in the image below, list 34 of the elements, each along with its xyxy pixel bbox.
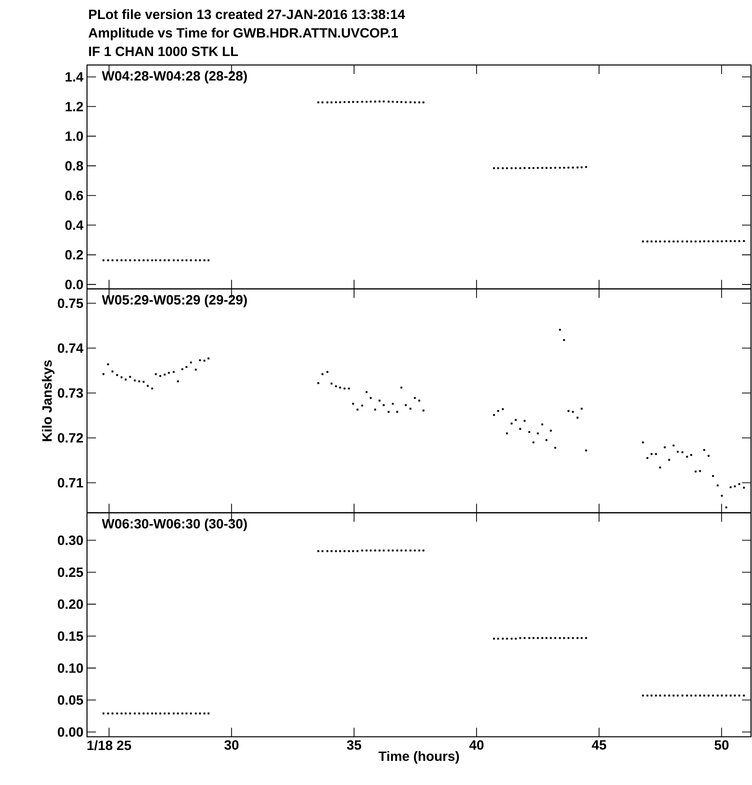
y-tick-label: 0.8 <box>65 161 84 171</box>
y-tick-label: 1.4 <box>66 72 84 82</box>
y-tick-label: 0.2 <box>65 250 83 260</box>
y-tick-label: 0.0 <box>65 280 83 290</box>
y-tick-label: 0.20 <box>58 599 83 609</box>
y-tick-label: 0.72 <box>58 433 83 443</box>
text: IF 1 CHAN 1000 STK LL <box>89 46 238 56</box>
y-tick-label: 0.10 <box>58 663 83 673</box>
y-tick-label: 0.71 <box>58 478 84 488</box>
x-tick-label: 30 <box>224 740 238 750</box>
y-tick-label: 1.0 <box>66 131 83 141</box>
y-tick-label: 1.2 <box>66 102 83 112</box>
y-tick-label: 0.00 <box>58 727 83 737</box>
y-tick-label: 0.30 <box>58 536 83 546</box>
annotation: W05:29-W05:29 (29-29) <box>102 294 247 308</box>
x-tick-label: 1/18 25 <box>87 740 132 750</box>
y-tick-label: 0.73 <box>58 388 83 398</box>
annotation: W04:28-W04:28 (28-28) <box>102 70 247 84</box>
chart-subtitle: Amplitude vs Time for GWB.HDR.ATTN.UVCOP.1 <box>88 28 398 40</box>
y-tick-label: 0.6 <box>65 190 83 200</box>
y-tick-label: 0.25 <box>58 567 84 577</box>
x-tick-label: 45 <box>592 740 606 750</box>
chart-title: PLot file version 13 created 27-JAN-2016 13:38:14 <box>89 9 406 20</box>
x-tick-label: 40 <box>469 740 484 750</box>
y-tick-label: 0.74 <box>58 343 84 353</box>
x-tick-label: 35 <box>346 740 362 750</box>
y-tick-label: 0.4 <box>65 220 84 230</box>
x-tick-label: 50 <box>714 740 729 750</box>
y-tick-label: 0.75 <box>58 298 84 308</box>
y-axis-title: Kilo Janskys <box>42 360 54 442</box>
annotation: W06:30-W06:30 (30-30) <box>102 518 247 532</box>
x-axis-title: Time (hours) <box>378 751 459 764</box>
y-tick-label: 0.15 <box>58 631 84 641</box>
y-tick-label: 0.05 <box>58 695 84 705</box>
